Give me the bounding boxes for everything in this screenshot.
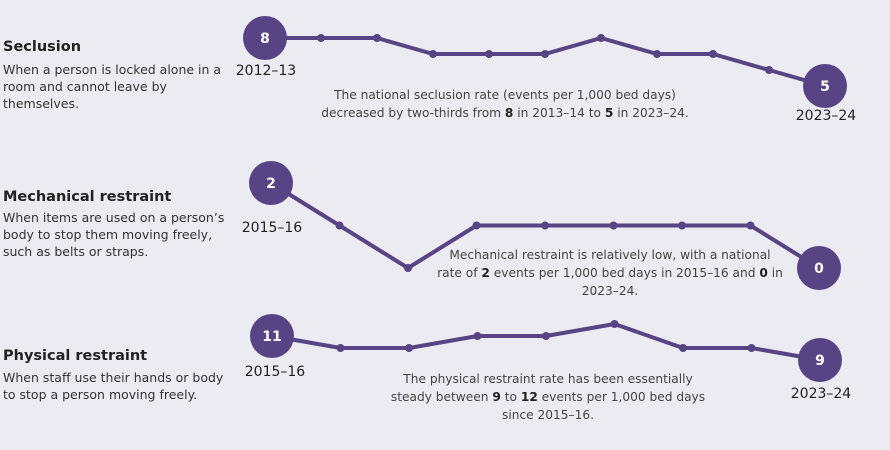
data-point [610,320,619,328]
seclusion-panel: 8 5 2012–13 2023–24 Seclusion When a person… [0,0,890,150]
physical-restraint-chart: 11 9 2015–16 2023–24 [245,314,852,402]
data-point [747,344,756,352]
end-value-bubble [803,64,847,108]
data-point [473,332,482,340]
data-point [609,221,618,230]
mechanical-restraint-description: When items are used on a person’s body t… [3,210,225,259]
data-point [404,264,412,272]
data-point [541,50,549,58]
start-value-label: 2 [266,176,276,192]
note-value: 0 [759,266,768,280]
data-point [335,221,344,230]
data-point [336,344,345,352]
end-value-bubble [798,338,842,382]
note-text: Mechanical restraint is relatively low, … [437,248,771,280]
note-text: events per 1,000 bed days since 2015–16. [501,390,706,422]
start-year-label: 2015–16 [245,364,306,380]
data-point [679,344,687,352]
data-point [709,50,717,58]
start-value-label: 11 [262,329,281,345]
start-value-bubble [243,16,287,60]
seclusion-description: When a person is locked alone in a room … [3,62,222,111]
note-value: 8 [504,106,514,120]
start-year-label: 2015–16 [242,220,303,236]
physical-restraint-description: When staff use their hands or body to st… [3,370,224,402]
data-point [542,332,550,340]
note-text: to [500,390,521,404]
note-text: in 2023–24. [581,266,783,298]
note-text: The physical restraint rate has been ess… [390,372,693,404]
data-point [597,34,605,42]
data-point [405,344,413,352]
data-point [317,34,325,42]
start-value-label: 8 [260,31,270,47]
note-text: The national seclusion rate (events per … [321,88,676,120]
data-point [485,50,493,58]
note-text: in 2023–24. [613,106,689,120]
seclusion-note: The national seclusion rate (events per … [312,86,698,122]
data-point [746,221,755,230]
series-line [263,36,827,88]
end-value-label: 5 [820,79,830,95]
end-value-label: 0 [814,261,824,277]
end-year-label: 2023–24 [796,108,857,124]
data-point [765,66,773,74]
data-point [678,221,686,230]
end-value-bubble [797,246,841,290]
physical-restraint-panel: 11 9 2015–16 2023–24 Physical restraint Whe… [0,300,890,450]
note-value: 5 [604,106,614,120]
data-point [541,221,549,230]
start-value-bubble [249,161,293,205]
end-year-label: 2023–24 [791,386,852,402]
data-point [429,50,437,58]
physical-restraint-note: The physical restraint rate has been ess… [383,370,713,424]
note-text: in 2013–14 to [513,106,605,120]
series-line [270,322,822,362]
note-value: 9 [492,390,501,404]
seclusion-chart: 8 5 2012–13 2023–24 [236,16,857,124]
data-point [472,221,481,230]
mechanical-restraint-note: Mechanical restraint is relatively low, … [436,246,784,300]
note-value: 12 [520,390,538,404]
note-value: 2 [481,266,490,280]
start-value-bubble [250,314,294,358]
mechanical-restraint-title: Mechanical restraint [3,189,172,205]
seclusion-title: Seclusion [3,39,82,55]
physical-restraint-title: Physical restraint [3,348,148,364]
data-point [373,34,381,42]
data-point [653,50,661,58]
end-value-label: 9 [815,353,825,369]
start-year-label: 2012–13 [236,63,296,79]
note-text: events per 1,000 bed days in 2015–16 and [489,266,760,280]
